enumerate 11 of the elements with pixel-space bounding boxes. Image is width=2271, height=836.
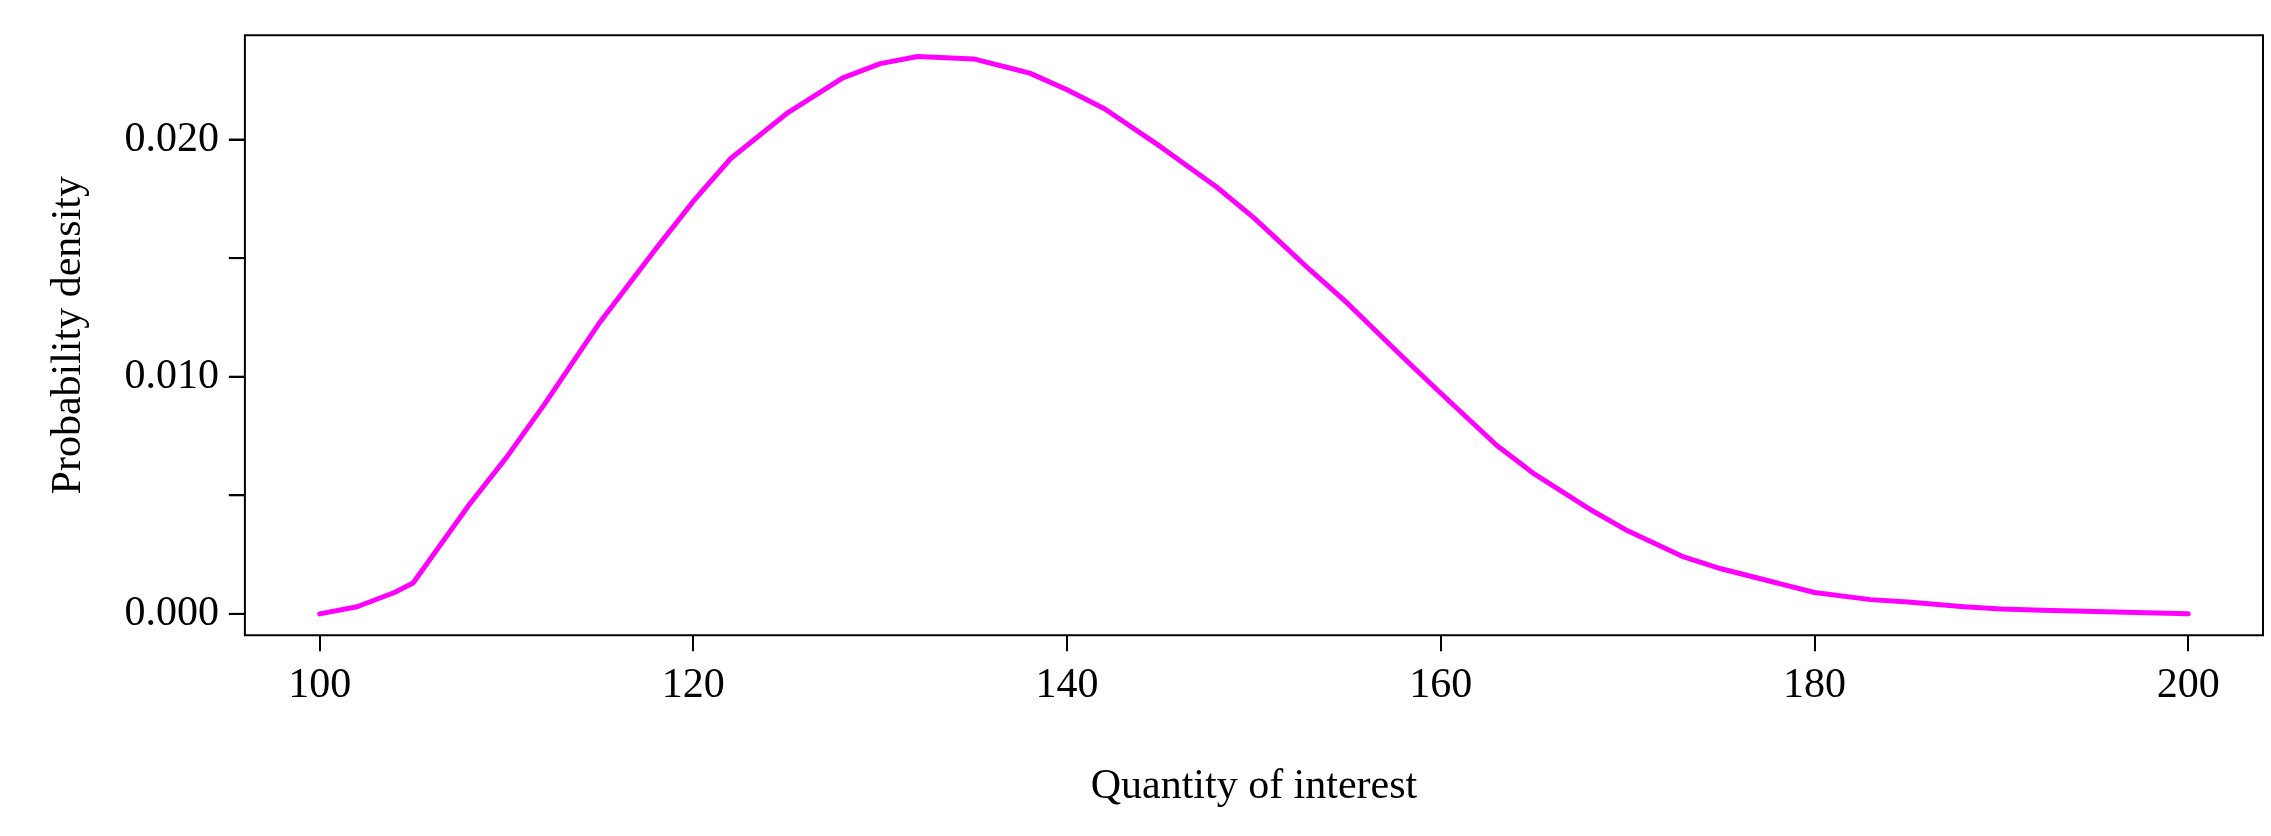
x-tick-label: 200 bbox=[2156, 660, 2220, 707]
y-tick-label: 0.010 bbox=[124, 350, 219, 397]
x-tick-label: 120 bbox=[661, 660, 725, 707]
y-tick-label: 0.000 bbox=[124, 587, 219, 634]
y-axis-title: Probability density bbox=[43, 175, 90, 495]
x-tick-label: 160 bbox=[1409, 660, 1473, 707]
x-tick-label: 100 bbox=[288, 660, 352, 707]
x-axis-title: Quantity of interest bbox=[1090, 760, 1418, 807]
x-tick-label: 180 bbox=[1783, 660, 1847, 707]
y-tick-label: 0.020 bbox=[124, 113, 219, 160]
x-tick-label: 140 bbox=[1035, 660, 1099, 707]
